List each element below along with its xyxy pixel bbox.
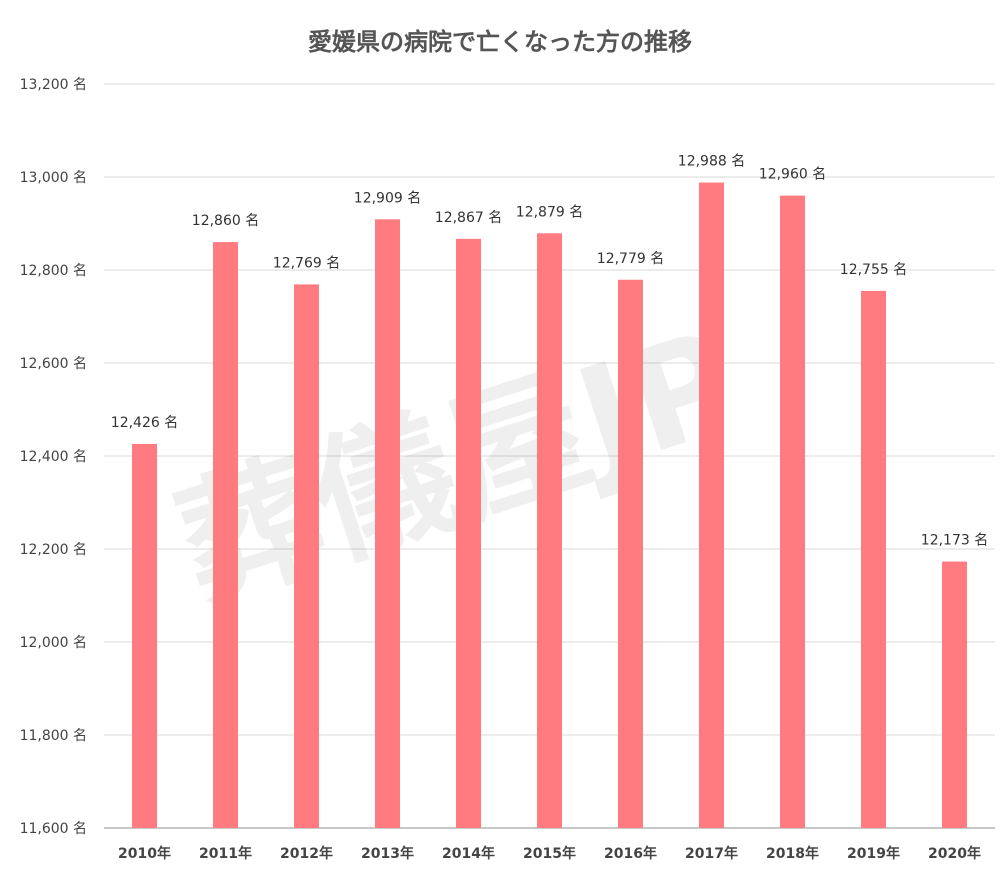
data-label: 12,755 名 xyxy=(840,262,907,278)
data-label: 12,769 名 xyxy=(273,255,340,271)
bar xyxy=(537,233,562,828)
bar xyxy=(294,284,319,828)
x-tick-label: 2019年 xyxy=(847,845,900,862)
x-tick-label: 2016年 xyxy=(604,845,657,862)
x-tick-label: 2020年 xyxy=(928,845,981,862)
bar xyxy=(618,279,643,828)
chart-title: 愛媛県の病院で亡くなった方の推移 xyxy=(308,28,692,56)
y-tick-label: 11,600 名 xyxy=(20,821,87,837)
y-tick-label: 12,200 名 xyxy=(20,542,87,558)
x-tick-label: 2011年 xyxy=(199,845,252,862)
y-tick-label: 13,000 名 xyxy=(20,170,87,186)
y-tick-label: 12,600 名 xyxy=(20,356,87,372)
bar xyxy=(213,242,238,829)
bar xyxy=(375,219,400,828)
data-label: 12,860 名 xyxy=(192,213,259,229)
bar xyxy=(456,238,481,829)
x-tick-label: 2013年 xyxy=(361,845,414,862)
bar xyxy=(780,195,805,829)
y-tick-label: 12,000 名 xyxy=(20,635,87,651)
y-tick-label: 12,800 名 xyxy=(20,263,87,279)
bar xyxy=(699,182,724,828)
x-tick-label: 2018年 xyxy=(766,845,819,862)
y-tick-label: 12,400 名 xyxy=(20,449,87,465)
x-tick-label: 2012年 xyxy=(280,845,333,862)
x-tick-label: 2014年 xyxy=(442,845,495,862)
data-label: 12,173 名 xyxy=(921,533,988,549)
bar xyxy=(132,443,157,828)
x-tick-label: 2010年 xyxy=(118,845,171,862)
data-label: 12,867 名 xyxy=(435,210,502,226)
data-label: 12,960 名 xyxy=(759,167,826,183)
data-label: 12,879 名 xyxy=(516,204,583,220)
data-label: 12,779 名 xyxy=(597,251,664,267)
data-label: 12,988 名 xyxy=(678,154,745,170)
data-label: 12,426 名 xyxy=(111,415,178,431)
bar xyxy=(861,290,886,828)
y-tick-label: 13,200 名 xyxy=(20,77,87,93)
x-tick-label: 2015年 xyxy=(523,845,576,862)
data-label: 12,909 名 xyxy=(354,190,421,206)
y-tick-label: 11,800 名 xyxy=(20,728,87,744)
bar xyxy=(942,561,967,828)
x-tick-label: 2017年 xyxy=(685,845,738,862)
